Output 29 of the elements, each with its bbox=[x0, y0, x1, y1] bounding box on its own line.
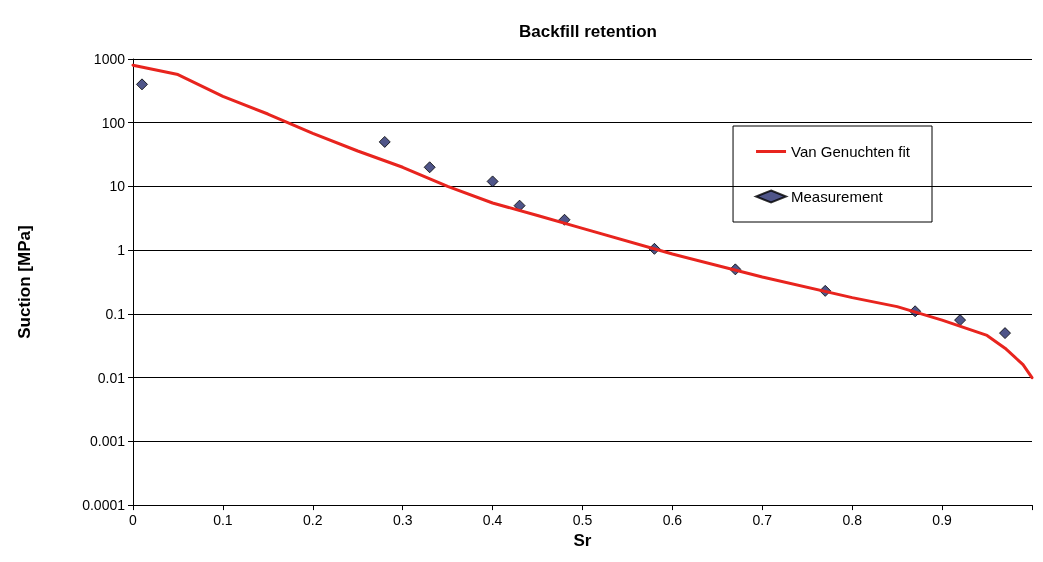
x-tick-label: 0.1 bbox=[213, 512, 233, 529]
x-tick-label: 0.6 bbox=[662, 512, 683, 529]
x-tick-label: 0.8 bbox=[842, 512, 863, 529]
point bbox=[423, 161, 436, 174]
point bbox=[486, 175, 499, 188]
point bbox=[378, 135, 391, 148]
x-tick-label: 0.3 bbox=[392, 512, 413, 529]
y-tick-label: 100 bbox=[101, 114, 126, 131]
legend-label: Measurement bbox=[791, 188, 884, 205]
y-tick-label: 10 bbox=[109, 178, 126, 195]
y-axis-title: Suction [MPa] bbox=[15, 225, 34, 339]
y-tick-label: 1000 bbox=[93, 51, 126, 67]
x-tick-label: 0.2 bbox=[303, 512, 323, 529]
x-tick-label: 0.5 bbox=[572, 512, 593, 529]
y-tick-label: 0.01 bbox=[97, 369, 126, 386]
line-series bbox=[131, 63, 1034, 380]
x-tick-label: 0.9 bbox=[932, 512, 953, 529]
x-tick-label: 0.7 bbox=[752, 512, 773, 529]
x-axis-title: Sr bbox=[573, 531, 592, 550]
y-tick-label: 0.1 bbox=[105, 305, 126, 322]
legend-label: Van Genuchten fit bbox=[791, 143, 911, 160]
y-tick-label: 0.0001 bbox=[82, 497, 126, 514]
x-tick-label: 0 bbox=[129, 512, 138, 529]
y-tick-label: 1 bbox=[117, 242, 126, 259]
point bbox=[135, 78, 148, 91]
x-tick-label: 0.4 bbox=[482, 512, 503, 529]
point bbox=[999, 327, 1012, 340]
y-tick-label: 0.001 bbox=[89, 433, 126, 450]
chart-title: Backfill retention bbox=[519, 22, 657, 41]
